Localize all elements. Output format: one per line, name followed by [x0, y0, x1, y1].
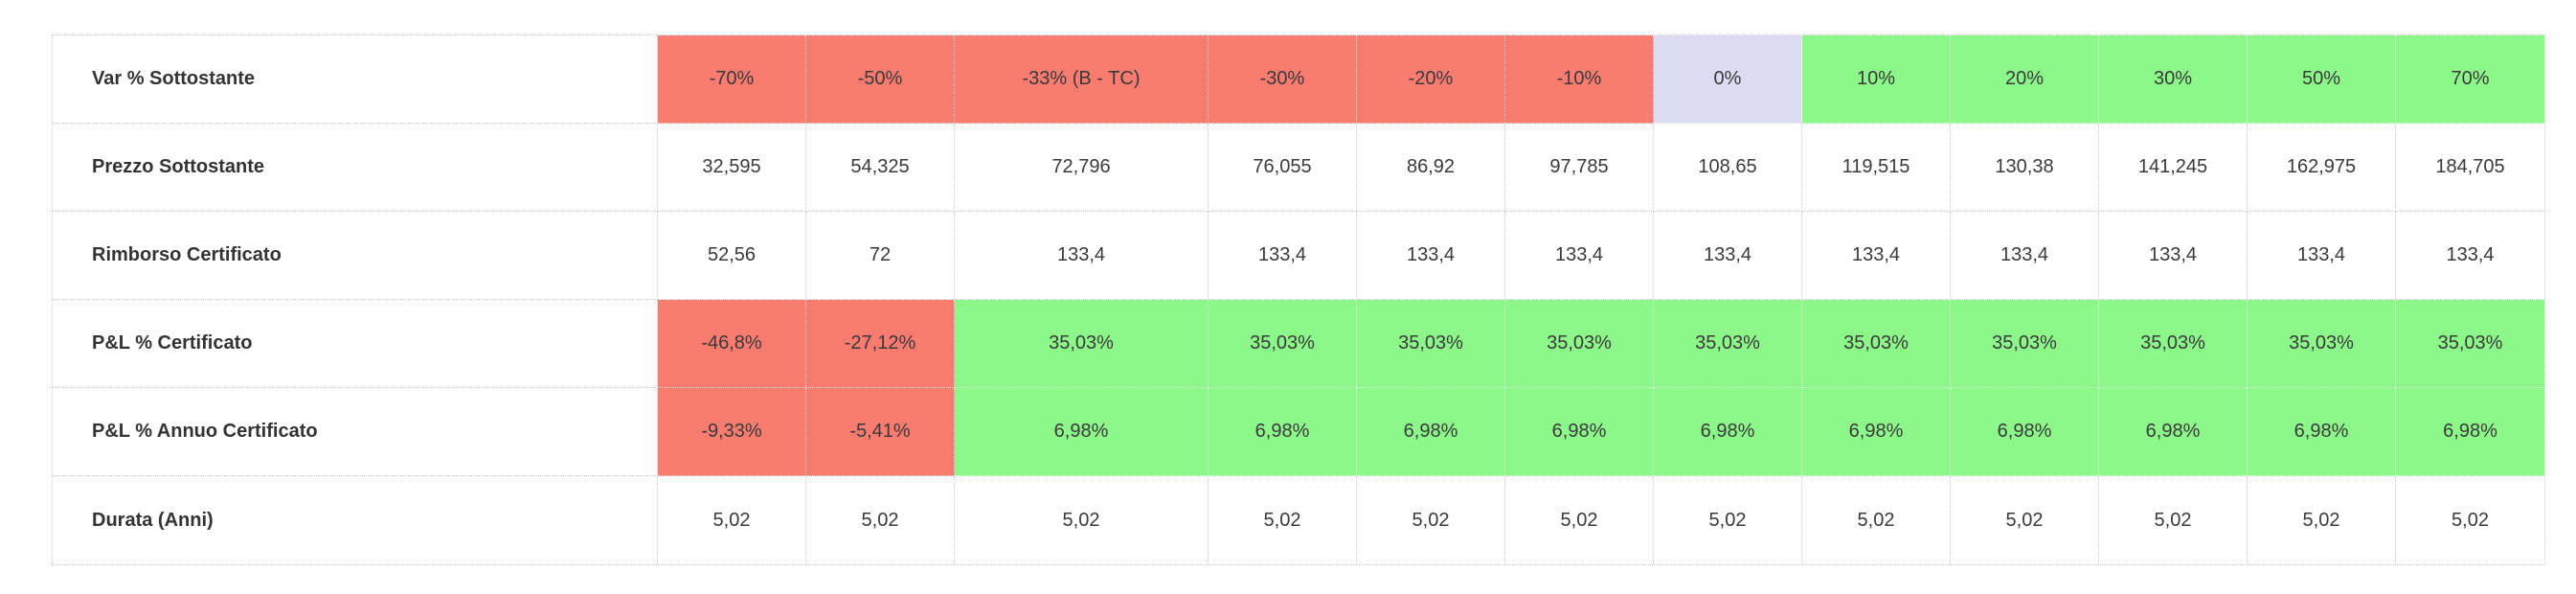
scenario-table-container: Var % Sottostante -70% -50% -33% (B - TC) -3…: [52, 34, 2545, 565]
data-cell: 35,03%: [1505, 300, 1654, 388]
row-label: Var % Sottostante: [53, 35, 658, 124]
data-cell: 35,03%: [1209, 300, 1357, 388]
data-cell: 5,02: [1505, 476, 1654, 564]
data-cell: -27,12%: [806, 300, 955, 388]
data-cell: 6,98%: [955, 388, 1209, 476]
data-cell: 35,03%: [1357, 300, 1505, 388]
data-cell: 35,03%: [955, 300, 1209, 388]
data-cell: 133,4: [955, 212, 1209, 300]
data-cell: 6,98%: [2396, 388, 2544, 476]
data-cell: 35,03%: [1654, 300, 1802, 388]
data-cell: 35,03%: [2396, 300, 2544, 388]
data-cell: 130,38: [1951, 124, 2099, 212]
table-row: Prezzo Sottostante 32,595 54,325 72,796 76,0…: [53, 124, 2544, 212]
column-header-cell: -33% (B - TC): [955, 35, 1209, 124]
data-cell: 5,02: [658, 476, 806, 564]
data-cell: 6,98%: [1505, 388, 1654, 476]
row-label: Rimborso Certificato: [53, 212, 658, 300]
data-cell: 5,02: [1951, 476, 2099, 564]
data-cell: 54,325: [806, 124, 955, 212]
table-row: P&L % Annuo Certificato -9,33% -5,41% 6,98%…: [53, 388, 2544, 476]
data-cell: 5,02: [2248, 476, 2396, 564]
scenario-table-body: Var % Sottostante -70% -50% -33% (B - TC) -3…: [53, 35, 2544, 564]
data-cell: 6,98%: [2248, 388, 2396, 476]
table-row: Rimborso Certificato 52,56 72 133,4 133,4 133…: [53, 212, 2544, 300]
data-cell: 133,4: [2248, 212, 2396, 300]
table-row: P&L % Certificato -46,8% -27,12% 35,03% 35,0…: [53, 300, 2544, 388]
column-header-cell: 20%: [1951, 35, 2099, 124]
data-cell: 133,4: [1505, 212, 1654, 300]
row-label: P&L % Certificato: [53, 300, 658, 388]
column-header-cell: 0%: [1654, 35, 1802, 124]
data-cell: 97,785: [1505, 124, 1654, 212]
column-header-cell: -50%: [806, 35, 955, 124]
data-cell: 6,98%: [1654, 388, 1802, 476]
data-cell: 5,02: [1654, 476, 1802, 564]
data-cell: 133,4: [2099, 212, 2248, 300]
data-cell: 133,4: [1357, 212, 1505, 300]
data-cell: 141,245: [2099, 124, 2248, 212]
data-cell: 72,796: [955, 124, 1209, 212]
column-header-cell: 50%: [2248, 35, 2396, 124]
data-cell: 6,98%: [1357, 388, 1505, 476]
data-cell: 5,02: [1802, 476, 1951, 564]
data-cell: 133,4: [1951, 212, 2099, 300]
data-cell: 5,02: [1357, 476, 1505, 564]
row-label: P&L % Annuo Certificato: [53, 388, 658, 476]
data-cell: 119,515: [1802, 124, 1951, 212]
data-cell: -9,33%: [658, 388, 806, 476]
column-header-cell: -30%: [1209, 35, 1357, 124]
data-cell: 184,705: [2396, 124, 2544, 212]
data-cell: 133,4: [1654, 212, 1802, 300]
column-header-cell: -70%: [658, 35, 806, 124]
column-header-cell: -20%: [1357, 35, 1505, 124]
data-cell: 86,92: [1357, 124, 1505, 212]
data-cell: 133,4: [1209, 212, 1357, 300]
column-header-cell: -10%: [1505, 35, 1654, 124]
data-cell: 5,02: [955, 476, 1209, 564]
column-header-cell: 10%: [1802, 35, 1951, 124]
data-cell: 133,4: [1802, 212, 1951, 300]
data-cell: 35,03%: [1802, 300, 1951, 388]
data-cell: 6,98%: [1951, 388, 2099, 476]
data-cell: 72: [806, 212, 955, 300]
data-cell: 35,03%: [2248, 300, 2396, 388]
data-cell: 32,595: [658, 124, 806, 212]
data-cell: 162,975: [2248, 124, 2396, 212]
certificate-scenario-table: Var % Sottostante -70% -50% -33% (B - TC) -3…: [52, 34, 2545, 565]
data-cell: 133,4: [2396, 212, 2544, 300]
row-label: Durata (Anni): [53, 476, 658, 564]
data-cell: 6,98%: [1802, 388, 1951, 476]
data-cell: 76,055: [1209, 124, 1357, 212]
data-cell: 108,65: [1654, 124, 1802, 212]
data-cell: 35,03%: [2099, 300, 2248, 388]
data-cell: 6,98%: [1209, 388, 1357, 476]
data-cell: -46,8%: [658, 300, 806, 388]
column-header-cell: 30%: [2099, 35, 2248, 124]
column-header-cell: 70%: [2396, 35, 2544, 124]
row-label: Prezzo Sottostante: [53, 124, 658, 212]
data-cell: 35,03%: [1951, 300, 2099, 388]
table-row: Durata (Anni) 5,02 5,02 5,02 5,02 5,02 5,02 5,0…: [53, 476, 2544, 564]
data-cell: 5,02: [1209, 476, 1357, 564]
data-cell: -5,41%: [806, 388, 955, 476]
table-row: Var % Sottostante -70% -50% -33% (B - TC) -3…: [53, 35, 2544, 124]
data-cell: 5,02: [806, 476, 955, 564]
data-cell: 52,56: [658, 212, 806, 300]
data-cell: 5,02: [2452, 509, 2489, 531]
data-cell: 6,98%: [2099, 388, 2248, 476]
data-cell: 5,02: [2099, 476, 2248, 564]
